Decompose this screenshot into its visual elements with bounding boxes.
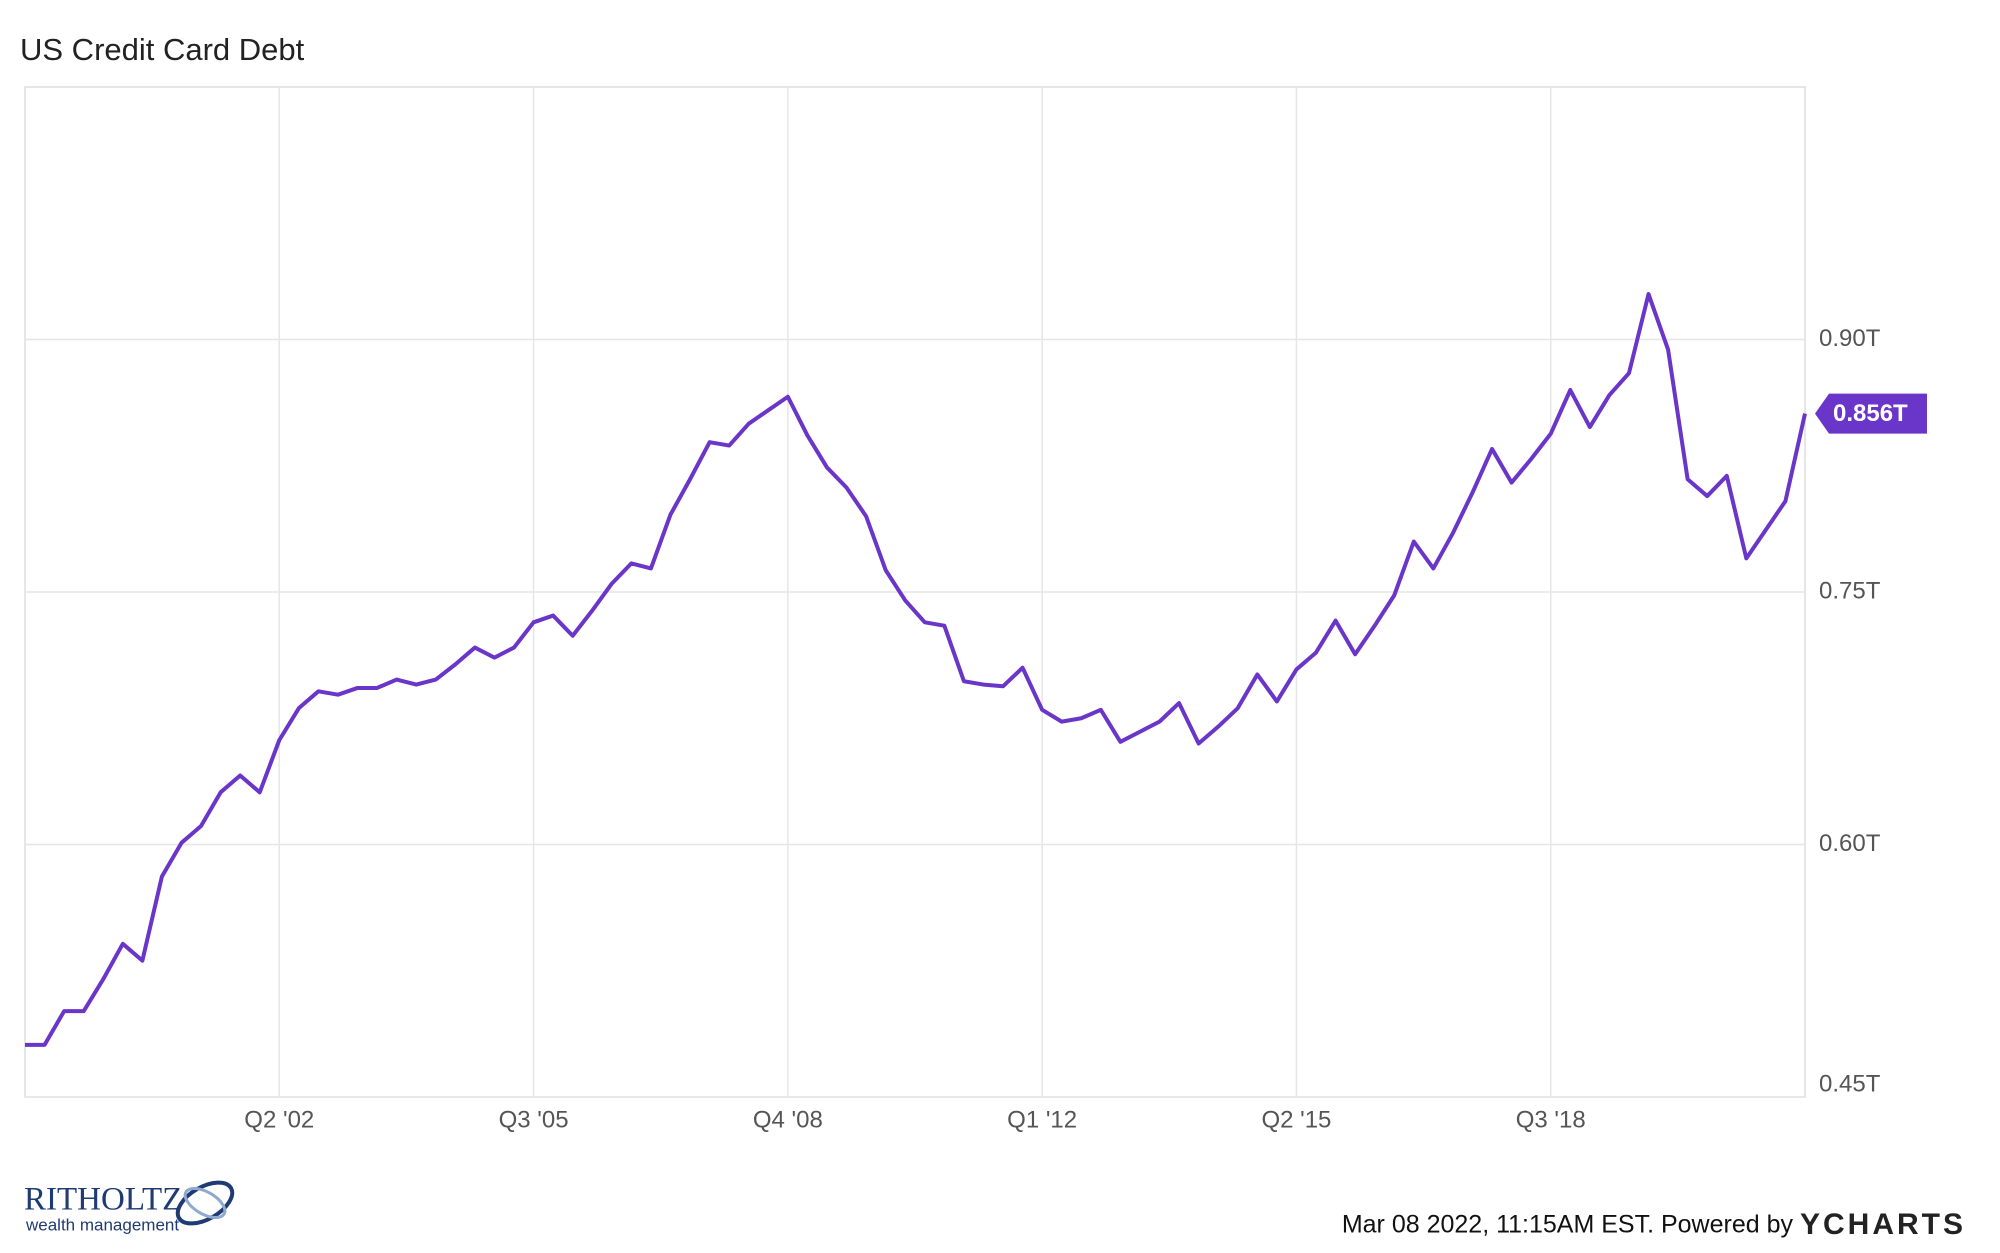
timestamp: Mar 08 2022, 11:15AM EST. Powered by [1342, 1211, 1794, 1239]
logo-subtext: wealth management [25, 1215, 179, 1234]
y-tick-label: 0.90T [1819, 325, 1881, 352]
y-tick-label: 0.75T [1819, 577, 1881, 604]
value-callout [1815, 393, 1927, 434]
x-tick-label: Q3 '18 [1516, 1106, 1586, 1133]
x-tick-label: Q1 '12 [1007, 1106, 1077, 1133]
data-line [25, 292, 1807, 1047]
logo: RITHOLTZ wealth management [24, 1180, 235, 1234]
x-tick-label: Q3 '05 [499, 1106, 569, 1133]
x-tick-label: Q2 '02 [244, 1106, 314, 1133]
x-tick-label: Q4 '08 [753, 1106, 823, 1133]
brand: YCHARTS [1800, 1208, 1966, 1241]
y-tick-label: 0.45T [1819, 1070, 1881, 1097]
x-tick-label: Q2 '15 [1261, 1106, 1331, 1133]
logo-ring [183, 1186, 227, 1220]
value-label: 0.856T [1833, 400, 1908, 427]
logo-text: RITHOLTZ [24, 1182, 182, 1218]
chart-title: US Credit Card Debt [20, 32, 305, 67]
y-tick-label: 0.60T [1819, 830, 1881, 857]
